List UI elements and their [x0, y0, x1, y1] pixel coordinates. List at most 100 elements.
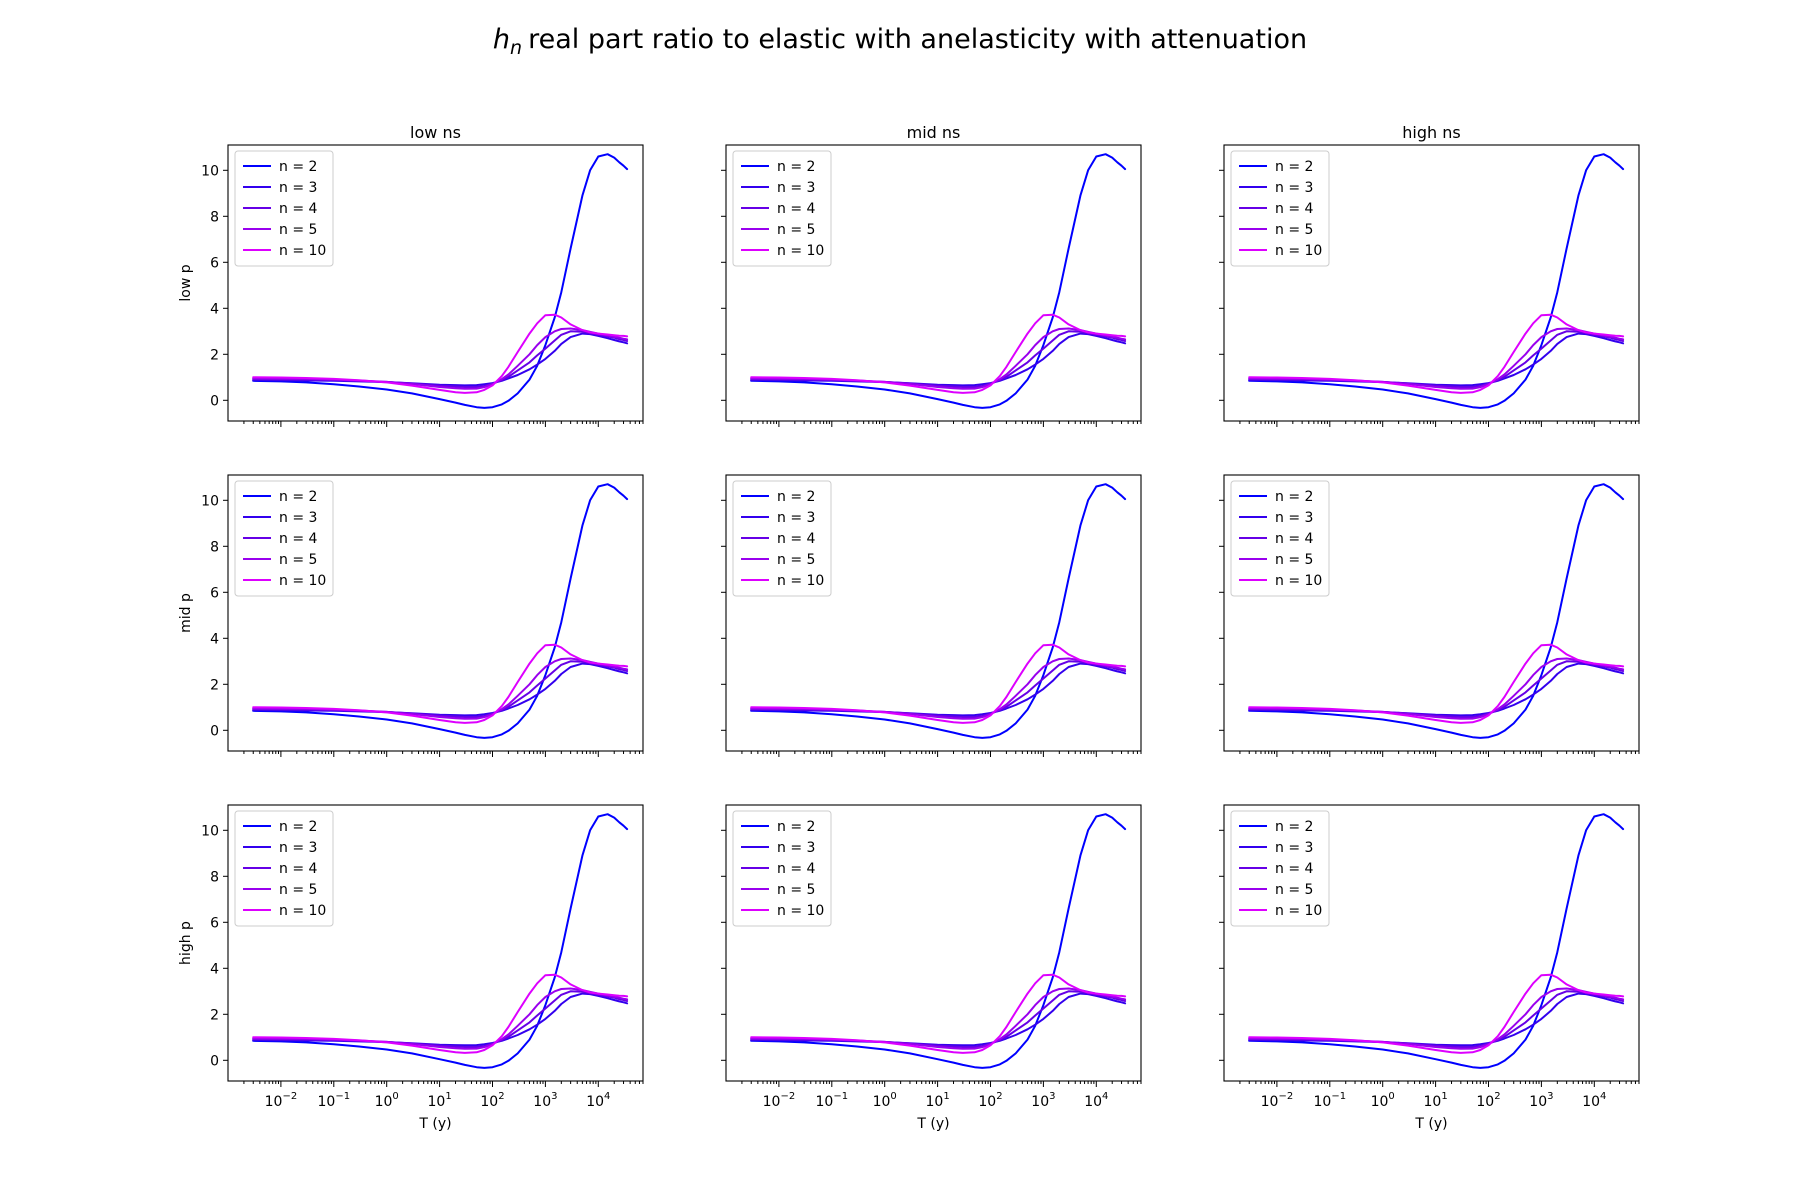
subplot-r1-c2: mid ns n = 2 n = 3 n = 4 n = 5 n = 10 — [721, 123, 1142, 427]
legend-label: n = 3 — [1275, 510, 1313, 526]
legend: n = 2 n = 3 n = 4 n = 5 n = 10 — [732, 480, 832, 597]
legend-box — [1230, 480, 1330, 597]
subplot-r2-c1: mid p 0 2 4 6 8 10 n = 2 n = 3 n = 4 n = 5 n = 10 — [178, 474, 644, 757]
row-label: high p — [178, 921, 194, 965]
x-tick-label: 102 — [978, 1091, 1002, 1110]
x-tick-label: 101 — [427, 1091, 451, 1110]
plot-frame — [1223, 804, 1640, 1082]
legend-label: n = 10 — [777, 903, 824, 919]
y-tick-label: 10 — [201, 823, 219, 839]
y-tick-label: 6 — [210, 255, 219, 271]
legend-label: n = 2 — [1275, 819, 1313, 835]
plot-frame — [227, 474, 644, 752]
y-tick-label: 10 — [201, 493, 219, 509]
legend-label: n = 3 — [777, 840, 815, 856]
legend-label: n = 10 — [279, 573, 326, 589]
plot-frame — [725, 474, 1142, 752]
legend: n = 2 n = 3 n = 4 n = 5 n = 10 — [1230, 150, 1330, 267]
x-tick-label: 10−1 — [1314, 1091, 1347, 1110]
legend-label: n = 5 — [1275, 552, 1313, 568]
legend-label: n = 5 — [777, 222, 815, 238]
x-axis-label: T (y) — [1414, 1116, 1447, 1132]
legend-label: n = 3 — [279, 180, 317, 196]
legend-label: n = 10 — [279, 903, 326, 919]
series-line-5 — [750, 973, 1127, 1054]
legend-box — [234, 480, 334, 597]
legend-label: n = 5 — [1275, 222, 1313, 238]
legend-label: n = 4 — [777, 531, 816, 547]
legend-label: n = 2 — [1275, 159, 1313, 175]
plot-frame — [227, 804, 644, 1082]
legend-label: n = 4 — [1275, 861, 1314, 877]
legend-label: n = 3 — [1275, 180, 1313, 196]
y-tick-label: 4 — [210, 961, 219, 977]
legend-label: n = 2 — [279, 819, 317, 835]
y-tick-label: 8 — [210, 869, 219, 885]
series-line-5 — [1248, 643, 1625, 724]
plot-frame — [725, 804, 1142, 1082]
x-tick-label: 10−2 — [265, 1091, 298, 1110]
y-tick-label: 0 — [210, 1053, 219, 1069]
legend-label: n = 2 — [279, 489, 317, 505]
legend-label: n = 2 — [1275, 489, 1313, 505]
title-subscript: n — [510, 37, 522, 59]
plot-frame — [1223, 144, 1640, 422]
y-tick-label: 10 — [201, 163, 219, 179]
x-tick-label: 101 — [925, 1091, 949, 1110]
y-tick-label: 2 — [210, 1007, 219, 1023]
subplot-r2-c2: n = 2 n = 3 n = 4 n = 5 n = 10 — [721, 474, 1142, 757]
column-title: low ns — [410, 123, 461, 142]
legend: n = 2 n = 3 n = 4 n = 5 n = 10 — [732, 150, 832, 267]
legend: n = 2 n = 3 n = 4 n = 5 n = 10 — [1230, 810, 1330, 927]
legend-label: n = 10 — [279, 243, 326, 259]
plot-frame — [725, 144, 1142, 422]
x-tick-label: 104 — [586, 1091, 610, 1110]
series-line-5 — [252, 643, 629, 724]
x-tick-label: 102 — [480, 1091, 504, 1110]
series-line-1 — [750, 813, 1127, 1069]
legend-label: n = 2 — [777, 159, 815, 175]
series-line-1 — [252, 483, 629, 739]
title-symbol: h — [493, 24, 510, 55]
legend: n = 2 n = 3 n = 4 n = 5 n = 10 — [732, 810, 832, 927]
legend-label: n = 4 — [279, 531, 318, 547]
legend-label: n = 5 — [1275, 882, 1313, 898]
y-tick-label: 0 — [210, 723, 219, 739]
subplot-r3-c1: high p 0 2 4 6 8 10 10−2 10−1 100 101 102 103 104 T (y… — [178, 804, 644, 1132]
legend-label: n = 10 — [777, 243, 824, 259]
legend-box — [732, 810, 832, 927]
x-tick-label: 100 — [375, 1091, 399, 1110]
series-line-1 — [750, 483, 1127, 739]
x-axis-label: T (y) — [418, 1116, 451, 1132]
legend-label: n = 3 — [777, 510, 815, 526]
column-title: high ns — [1402, 123, 1460, 142]
legend-label: n = 4 — [1275, 201, 1314, 217]
y-tick-label: 6 — [210, 585, 219, 601]
legend-box — [234, 150, 334, 267]
legend-label: n = 3 — [279, 840, 317, 856]
legend-label: n = 4 — [1275, 531, 1314, 547]
legend-label: n = 5 — [279, 882, 317, 898]
y-tick-label: 2 — [210, 677, 219, 693]
legend: n = 2 n = 3 n = 4 n = 5 n = 10 — [234, 480, 334, 597]
legend-label: n = 2 — [777, 819, 815, 835]
y-tick-label: 0 — [210, 393, 219, 409]
x-tick-label: 100 — [873, 1091, 897, 1110]
series-line-5 — [252, 313, 629, 394]
y-tick-label: 4 — [210, 631, 219, 647]
legend-label: n = 5 — [777, 552, 815, 568]
series-line-1 — [252, 153, 629, 409]
legend-label: n = 10 — [1275, 243, 1322, 259]
x-tick-label: 103 — [1031, 1091, 1055, 1110]
x-tick-label: 10−2 — [1261, 1091, 1294, 1110]
plot-frame — [227, 144, 644, 422]
series-line-1 — [1248, 153, 1625, 409]
series-line-5 — [750, 643, 1127, 724]
legend-label: n = 2 — [279, 159, 317, 175]
legend-label: n = 10 — [777, 573, 824, 589]
subplot-r1-c3: high ns n = 2 n = 3 n = 4 n = 5 n = 10 — [1219, 123, 1640, 427]
legend-label: n = 3 — [1275, 840, 1313, 856]
